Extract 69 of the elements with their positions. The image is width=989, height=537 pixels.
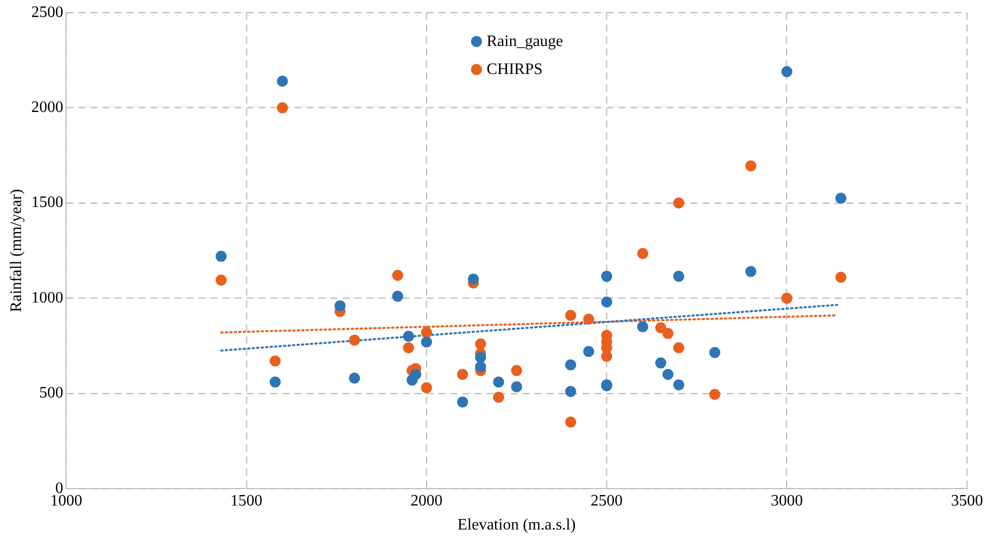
y-tick-label: 1500 — [31, 194, 64, 212]
point — [601, 296, 612, 308]
point — [392, 290, 404, 302]
point — [511, 365, 522, 376]
point — [334, 300, 346, 312]
point — [403, 330, 414, 342]
x-axis-title: Elevation (m.a.s.l) — [458, 516, 576, 534]
point — [673, 270, 684, 282]
x-tick-label: 3000 — [770, 492, 803, 510]
y-tick-label: 2000 — [31, 99, 64, 116]
point — [583, 314, 594, 325]
point — [457, 368, 468, 380]
x-tick-label: 3500 — [951, 492, 983, 510]
point — [270, 376, 281, 388]
point — [565, 310, 576, 321]
point — [457, 396, 468, 408]
point — [709, 346, 720, 358]
point — [216, 274, 227, 286]
legend-label: CHIRPS — [486, 60, 543, 79]
point — [673, 342, 684, 354]
point — [601, 350, 612, 362]
point — [565, 386, 576, 397]
point — [583, 346, 594, 358]
point — [475, 352, 486, 363]
y-tick-label: 500 — [39, 384, 64, 402]
y-tick-label: 2500 — [31, 4, 64, 21]
x-tick-label: 2000 — [410, 492, 443, 510]
point — [475, 361, 486, 372]
x-tick-label: 1000 — [50, 492, 82, 510]
point — [673, 379, 684, 390]
point — [348, 334, 360, 346]
point — [565, 416, 576, 428]
point — [655, 357, 666, 368]
x-tick-label: 2500 — [590, 492, 623, 510]
point — [403, 342, 414, 354]
point — [421, 382, 432, 394]
point — [410, 368, 422, 380]
point — [421, 326, 432, 338]
point — [421, 336, 432, 348]
point — [835, 192, 846, 204]
x-tick-label: 1500 — [230, 492, 262, 510]
point — [270, 356, 281, 367]
point — [709, 388, 720, 400]
point — [662, 368, 674, 380]
point — [276, 102, 288, 114]
point — [511, 381, 522, 392]
point — [216, 250, 227, 262]
point — [276, 76, 288, 87]
y-tick-label: 1000 — [31, 289, 64, 306]
point — [392, 270, 404, 281]
point — [781, 292, 792, 304]
point — [475, 338, 486, 350]
point — [493, 376, 504, 388]
point — [655, 322, 666, 334]
point — [637, 321, 648, 332]
point — [493, 392, 504, 403]
legend-label: Rain_gauge — [486, 32, 564, 51]
point — [673, 198, 684, 208]
point — [348, 372, 360, 384]
y-axis-title: Rainfall (mm/year) — [8, 189, 25, 312]
point — [601, 270, 612, 282]
point — [745, 160, 756, 172]
point — [565, 359, 576, 370]
point — [835, 272, 846, 283]
point — [781, 66, 792, 78]
point — [745, 266, 756, 278]
point — [468, 274, 479, 285]
point — [637, 248, 648, 259]
point — [662, 328, 674, 339]
